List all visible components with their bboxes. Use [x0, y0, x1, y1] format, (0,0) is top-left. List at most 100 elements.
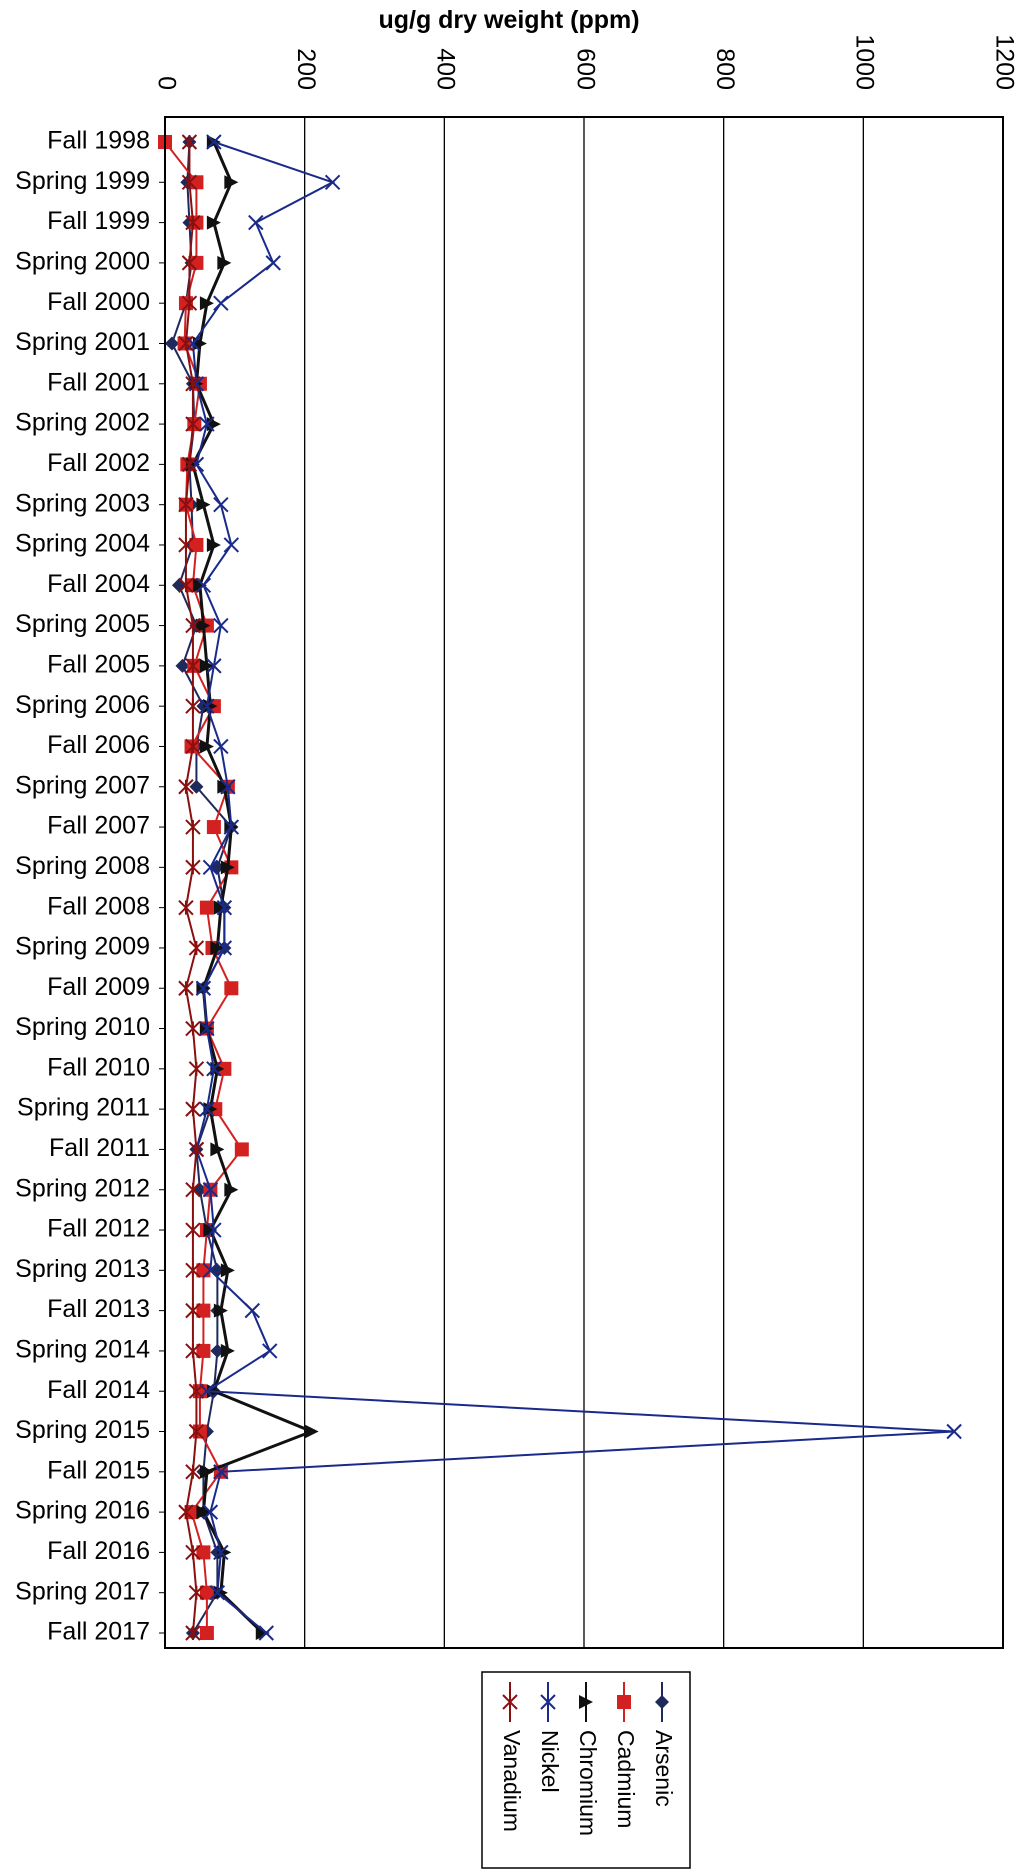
data-point — [164, 336, 179, 351]
data-point — [220, 779, 236, 795]
data-point — [185, 1343, 201, 1359]
data-point — [617, 1695, 631, 1709]
legend-entry: Vanadium — [499, 1682, 525, 1832]
category-label: Spring 2016 — [15, 1497, 150, 1525]
legend: Arsenic Cadmium Chromium Nickel Vanadium — [481, 1671, 691, 1869]
data-point — [195, 980, 212, 996]
data-point — [178, 335, 194, 352]
data-point — [178, 980, 194, 996]
x-tick-label: 1200 — [990, 34, 1018, 90]
data-point — [234, 1142, 249, 1157]
x-tick-label: 200 — [292, 48, 320, 90]
category-label: Fall 2001 — [47, 368, 150, 396]
data-point — [189, 537, 204, 552]
data-point — [206, 537, 221, 552]
data-point — [213, 1464, 229, 1480]
data-point — [206, 658, 222, 674]
data-point — [206, 1222, 222, 1238]
data-point — [213, 617, 229, 634]
data-point — [202, 1182, 219, 1198]
series-line — [191, 141, 955, 1634]
category-label: Spring 2004 — [15, 530, 150, 558]
data-point — [189, 255, 204, 270]
data-point — [188, 1423, 205, 1440]
legend-entry: Arsenic — [651, 1682, 677, 1807]
category-label: Fall 2009 — [47, 973, 150, 1001]
data-point — [946, 1423, 962, 1440]
data-point — [185, 1625, 201, 1641]
data-point — [324, 174, 341, 191]
data-point — [196, 1303, 211, 1318]
data-point — [540, 1694, 556, 1710]
data-point — [223, 537, 240, 553]
x-tick-label: 800 — [711, 48, 739, 90]
data-point — [262, 1343, 278, 1359]
data-point — [203, 1223, 218, 1238]
data-point — [206, 134, 222, 150]
data-point — [185, 1262, 201, 1279]
data-point — [178, 779, 194, 795]
category-label: Spring 2015 — [15, 1416, 150, 1444]
data-point — [199, 1626, 214, 1640]
data-point — [185, 416, 201, 432]
data-point — [655, 1695, 669, 1709]
data-point — [178, 537, 194, 553]
data-point — [185, 1182, 201, 1198]
category-label: Spring 2013 — [15, 1255, 150, 1283]
data-point — [181, 456, 198, 473]
data-point — [199, 698, 215, 714]
category-label: Fall 2000 — [47, 288, 150, 316]
category-label: Fall 2014 — [47, 1376, 150, 1404]
category-label: Spring 2007 — [15, 771, 150, 799]
legend-label: Vanadium — [499, 1730, 525, 1832]
data-point — [171, 578, 186, 593]
data-point — [192, 578, 207, 593]
category-label: Fall 2005 — [47, 650, 150, 678]
legend-entry: Chromium — [575, 1682, 601, 1836]
data-point — [188, 1061, 205, 1077]
series-chromium — [185, 135, 319, 1640]
category-label: Fall 2008 — [47, 892, 150, 920]
data-point — [196, 1545, 211, 1560]
data-point — [185, 1222, 201, 1238]
data-point — [213, 738, 229, 755]
data-point — [265, 255, 281, 271]
category-label: Fall 2007 — [47, 812, 150, 840]
data-point — [195, 577, 212, 593]
data-point — [502, 1694, 518, 1710]
data-point — [199, 1020, 215, 1037]
data-point — [178, 1504, 194, 1520]
category-label: Spring 2001 — [15, 328, 150, 356]
data-point — [216, 940, 233, 956]
x-tick-label: 400 — [432, 48, 460, 90]
data-point — [206, 820, 221, 835]
gridlines — [304, 117, 864, 1648]
series-arsenic — [164, 135, 239, 1640]
legend-label: Chromium — [575, 1730, 601, 1836]
data-point — [199, 658, 214, 673]
data-point — [188, 1141, 205, 1158]
data-point — [181, 295, 198, 311]
category-label: Spring 2014 — [15, 1336, 150, 1364]
data-point — [209, 1584, 226, 1601]
legend-label: Cadmium — [613, 1730, 639, 1828]
data-point — [175, 658, 190, 673]
data-point — [199, 1585, 214, 1600]
data-point — [220, 1263, 235, 1278]
category-label: Fall 2012 — [47, 1215, 150, 1243]
data-point — [216, 899, 233, 916]
legend-label: Nickel — [537, 1730, 563, 1793]
data-point — [304, 1424, 319, 1439]
category-label: Spring 2017 — [15, 1577, 150, 1605]
data-point — [178, 496, 194, 513]
category-label: Fall 2004 — [47, 570, 150, 598]
data-point — [255, 1626, 270, 1640]
category-label: Spring 2011 — [17, 1094, 150, 1122]
data-point — [210, 1142, 225, 1157]
data-point — [185, 738, 201, 755]
legend-entry: Nickel — [537, 1682, 563, 1793]
data-point — [258, 1625, 274, 1641]
category-label: Spring 2010 — [15, 1013, 150, 1041]
data-point — [244, 1302, 260, 1319]
data-point — [196, 1343, 211, 1358]
